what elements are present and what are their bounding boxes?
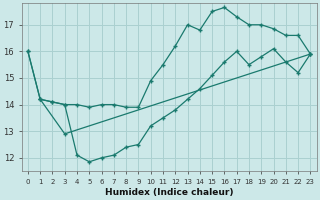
X-axis label: Humidex (Indice chaleur): Humidex (Indice chaleur) xyxy=(105,188,233,197)
